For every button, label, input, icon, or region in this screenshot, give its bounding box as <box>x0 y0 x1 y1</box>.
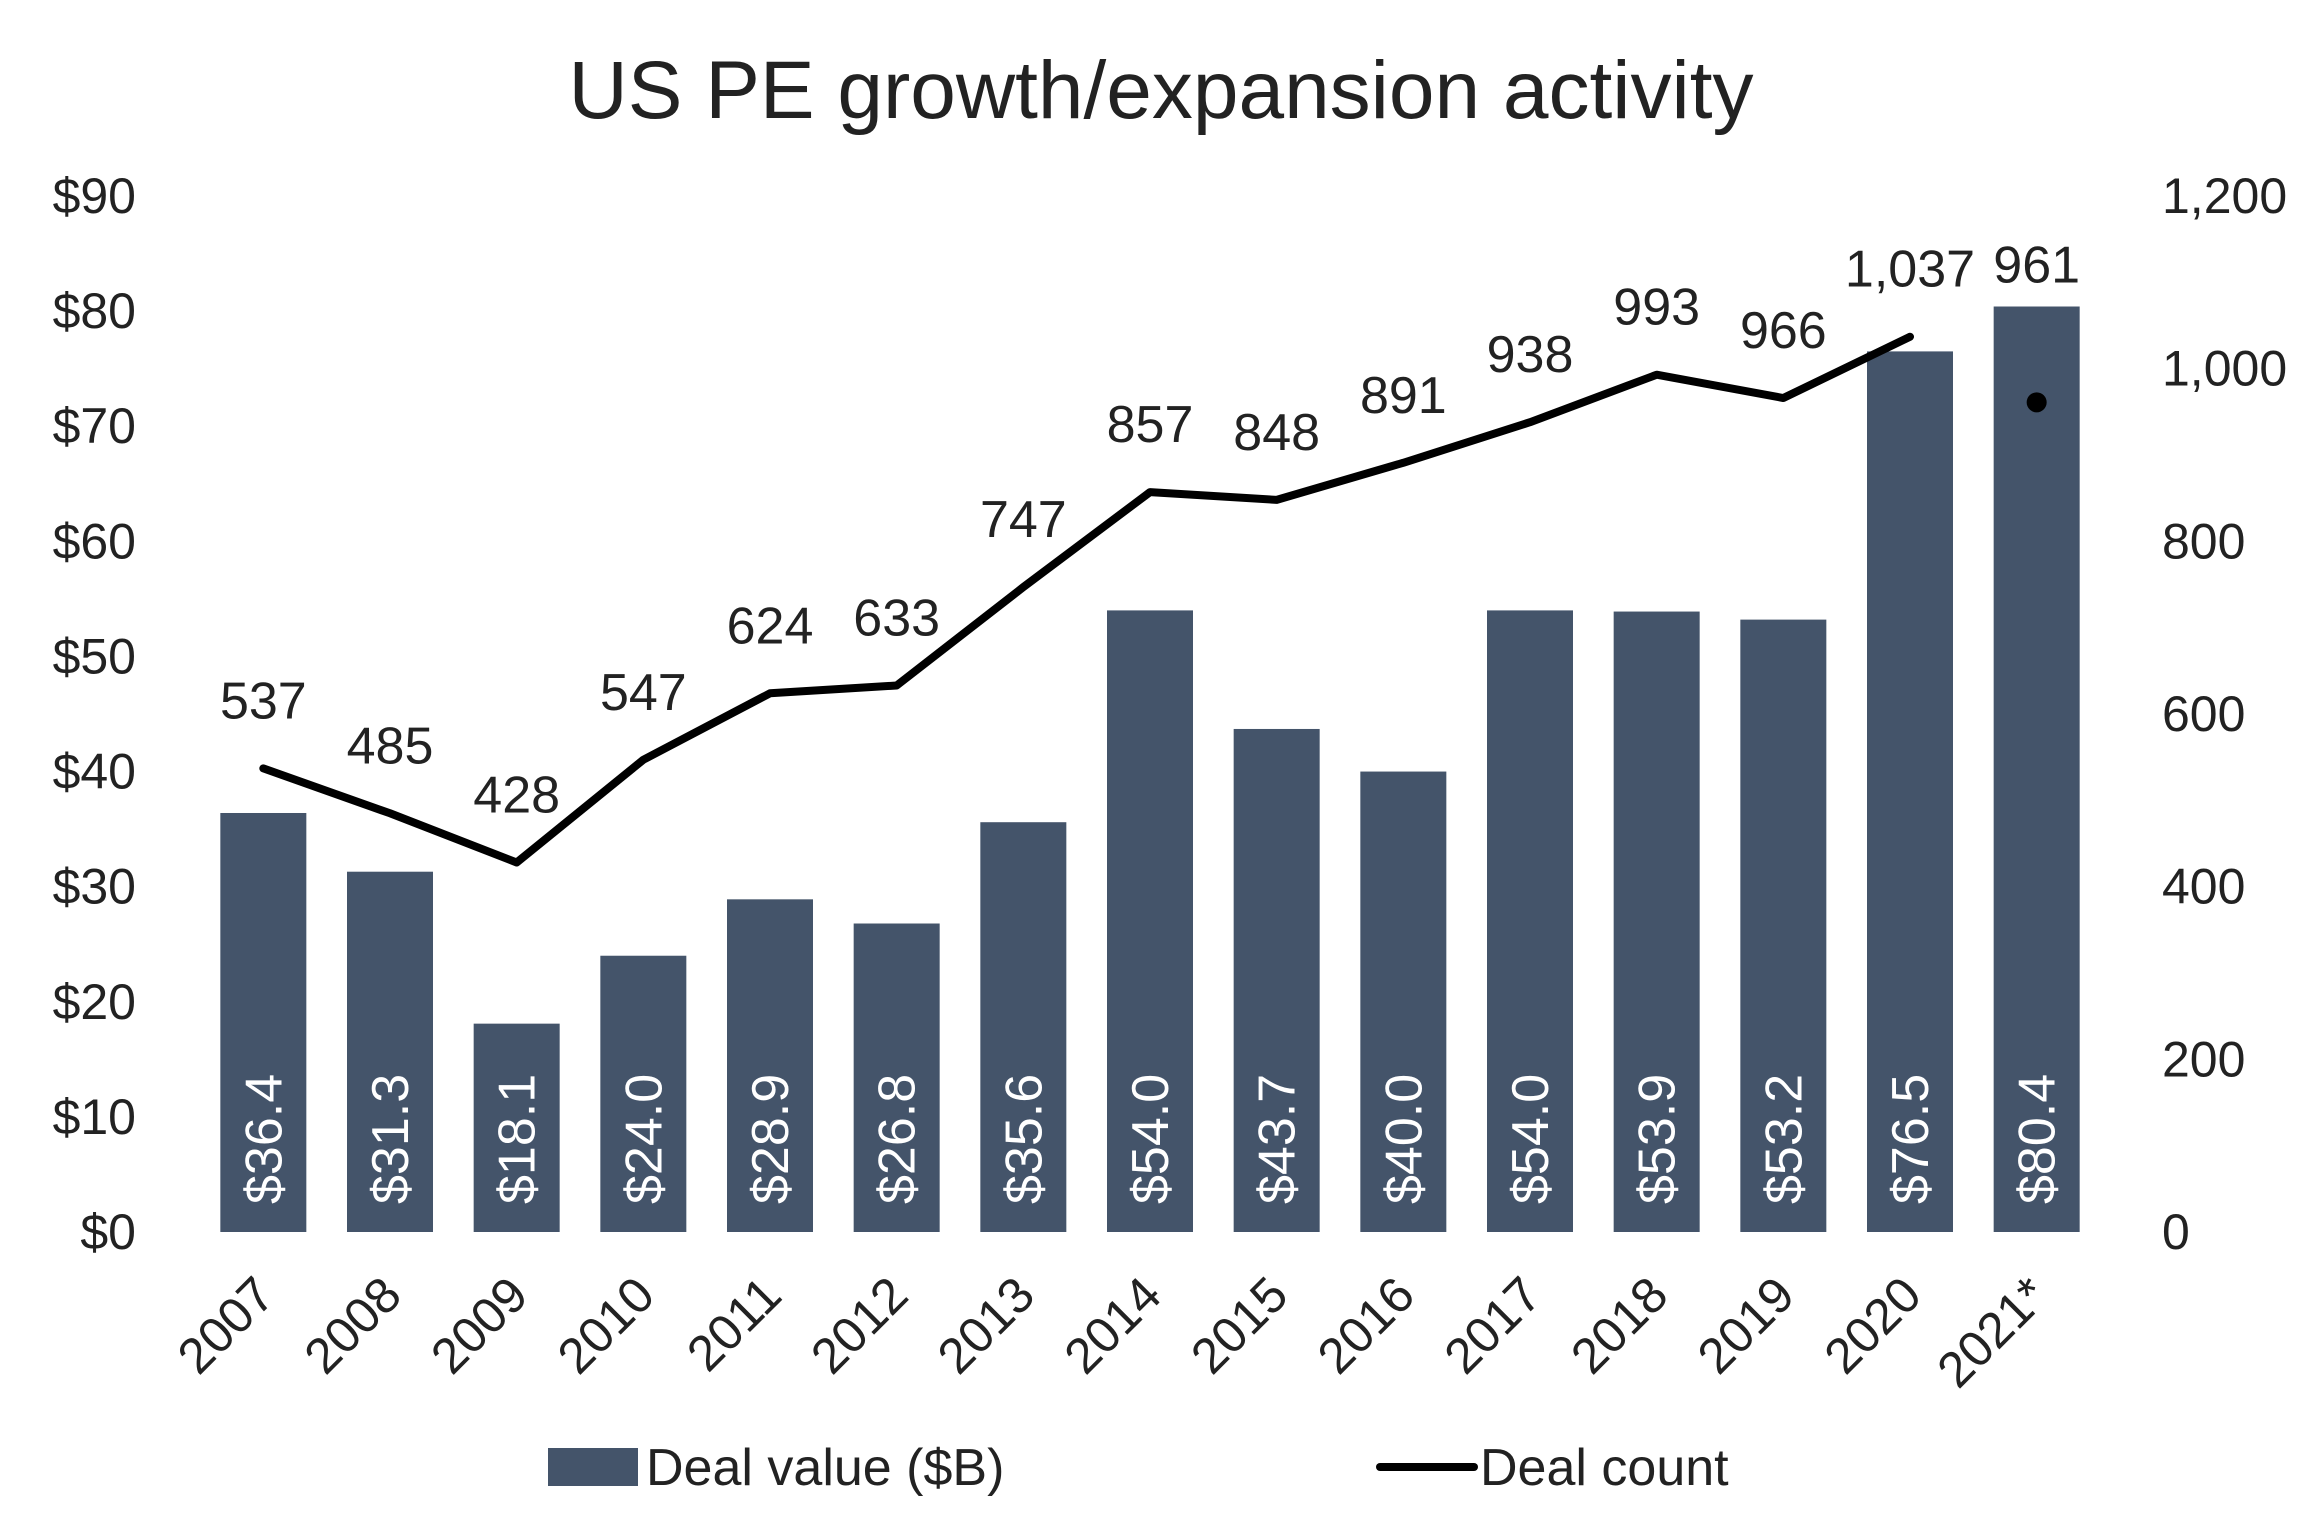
bar <box>1993 306 2080 1232</box>
bar-value-label: $40.0 <box>1375 1074 1433 1204</box>
x-tick-label: 2017 <box>1434 1266 1552 1384</box>
right-axis: 0 200 400 600 800 1,000 1,200 <box>2162 168 2287 1260</box>
bar-value-label: $53.9 <box>1629 1074 1687 1204</box>
x-tick-label: 2016 <box>1307 1266 1425 1384</box>
bar <box>980 822 1067 1232</box>
deal-count-point <box>2026 392 2047 413</box>
chart-title: US PE growth/expansion activity <box>569 45 1754 136</box>
right-tick-label: 1,200 <box>2162 168 2287 224</box>
left-tick-label: $70 <box>53 398 136 454</box>
bar-value-label: $36.4 <box>235 1074 293 1204</box>
legend-label-deal-value: Deal value ($B) <box>646 1439 1004 1497</box>
bar <box>1613 611 1700 1232</box>
deal-count-line <box>259 332 1914 867</box>
deal-count-label: 993 <box>1613 279 1700 337</box>
bar <box>600 955 687 1232</box>
bar <box>1740 619 1827 1232</box>
legend-label-deal-count: Deal count <box>1480 1439 1729 1497</box>
x-tick-label: 2013 <box>927 1266 1045 1384</box>
x-tick-label: 2021* <box>1926 1266 2058 1398</box>
left-axis: $0 $10 $20 $30 $40 $50 $60 $70 $80 $90 <box>53 168 136 1260</box>
deal-count-label: 747 <box>980 491 1067 549</box>
deal-count-label: 547 <box>600 664 687 722</box>
deal-count-label: 624 <box>727 597 814 655</box>
right-tick-label: 400 <box>2162 859 2245 915</box>
bar <box>1867 351 1953 1232</box>
line-series <box>259 332 2047 867</box>
x-tick-label: 2009 <box>420 1266 538 1384</box>
deal-count-label: 485 <box>347 717 434 775</box>
x-tick-label: 2012 <box>800 1266 918 1384</box>
bar <box>1360 771 1447 1232</box>
bar <box>347 871 433 1232</box>
x-tick-label: 2010 <box>547 1266 665 1384</box>
right-tick-label: 1,000 <box>2162 341 2287 397</box>
deal-count-label: 428 <box>473 766 560 824</box>
bar-value-label: $80.4 <box>2009 1074 2067 1204</box>
bar-value-label: $26.8 <box>869 1074 927 1204</box>
right-tick-label: 0 <box>2162 1204 2190 1260</box>
bar <box>220 812 307 1232</box>
bar <box>473 1023 560 1232</box>
bar-value-label: $31.3 <box>362 1074 420 1204</box>
left-tick-label: $80 <box>53 283 136 339</box>
bar-value-label: $18.1 <box>489 1074 547 1204</box>
left-tick-label: $60 <box>53 513 136 569</box>
bar <box>1233 728 1320 1232</box>
bar <box>853 923 940 1232</box>
x-tick-label: 2020 <box>1814 1266 1932 1384</box>
bar-value-label: $35.6 <box>995 1074 1053 1204</box>
bar-value-label: $24.0 <box>615 1074 673 1204</box>
left-tick-label: $30 <box>53 859 136 915</box>
bar <box>1107 610 1193 1232</box>
x-tick-label: 2007 <box>167 1266 285 1384</box>
x-tick-label: 2014 <box>1054 1266 1172 1384</box>
deal-count-label: 961 <box>1993 237 2080 295</box>
left-tick-label: $50 <box>53 628 136 684</box>
left-tick-label: $90 <box>53 168 136 224</box>
deal-count-label: 857 <box>1107 396 1194 454</box>
bar-value-label: $54.0 <box>1122 1074 1180 1204</box>
legend: Deal value ($B) Deal count <box>548 1439 1729 1497</box>
legend-swatch-deal-value <box>548 1448 638 1486</box>
left-tick-label: $0 <box>80 1204 136 1260</box>
x-tick-label: 2018 <box>1560 1266 1678 1384</box>
deal-count-label: 966 <box>1740 302 1827 360</box>
deal-count-label: 938 <box>1487 326 1574 384</box>
bar-data-labels: $36.4 $31.3 $18.1 $24.0 $28.9 $26.8 $35.6 $54.0… <box>235 1074 2066 1204</box>
bar-series <box>220 306 2080 1232</box>
line-data-labels: 537 485 428 547 624 633 747 857 848 891 938 993 966 1… <box>220 237 2080 825</box>
deal-count-label: 1,037 <box>1845 241 1975 299</box>
x-axis: 2007 2008 2009 2010 2011 2012 2013 2014 2015 2016… <box>167 1266 2059 1398</box>
deal-count-label: 848 <box>1233 404 1320 462</box>
x-tick-label: 2008 <box>294 1266 412 1384</box>
x-tick-label: 2019 <box>1687 1266 1805 1384</box>
bar-value-label: $53.2 <box>1755 1074 1813 1204</box>
bar-value-label: $43.7 <box>1249 1074 1307 1204</box>
left-tick-label: $20 <box>53 974 136 1030</box>
right-tick-label: 200 <box>2162 1031 2245 1087</box>
deal-count-label: 633 <box>853 590 940 648</box>
left-tick-label: $10 <box>53 1089 136 1145</box>
bar <box>1487 610 1573 1232</box>
x-tick-label: 2011 <box>676 1266 792 1382</box>
bar <box>727 899 813 1232</box>
x-tick-label: 2015 <box>1180 1266 1298 1384</box>
right-tick-label: 600 <box>2162 686 2245 742</box>
bar-value-label: $28.9 <box>742 1074 800 1204</box>
deal-count-label: 891 <box>1360 367 1447 425</box>
deal-count-label: 537 <box>220 672 307 730</box>
left-tick-label: $40 <box>53 744 136 800</box>
right-tick-label: 800 <box>2162 513 2245 569</box>
bar-value-label: $54.0 <box>1502 1074 1560 1204</box>
bar-value-label: $76.5 <box>1882 1074 1940 1204</box>
